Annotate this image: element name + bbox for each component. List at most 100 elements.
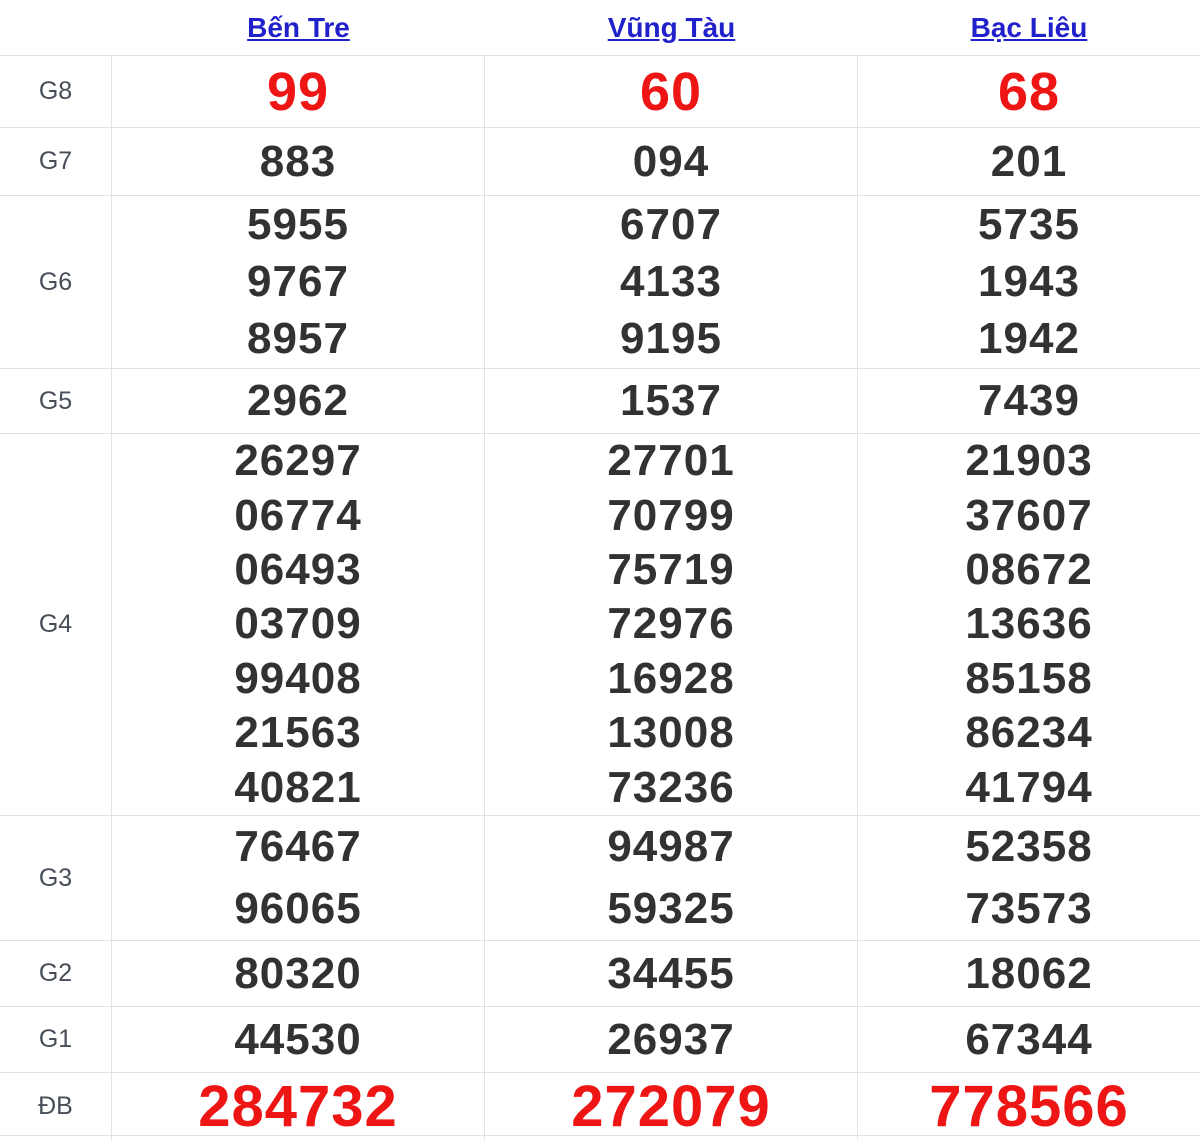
prize-cell-g5-col3: 7439 [858,369,1200,433]
prize-number: 34455 [607,948,735,998]
prize-cell-g1-col1: 44530 [112,1007,485,1072]
prize-number: 8957 [247,314,349,364]
prize-number: 778566 [929,1074,1129,1139]
prize-number: 85158 [965,653,1093,703]
header-cell-ben-tre: Bến Tre [112,0,485,55]
prize-number: 96065 [234,884,362,933]
prize-cell-g6-col1: 5955 9767 8957 [112,196,485,368]
prize-cell-g2-col3: 18062 [858,941,1200,1006]
prize-cell-g8-col2: 60 [485,56,858,127]
prize-cell-g8-col1: 99 [112,56,485,127]
header-cell-vung-tau: Vũng Tàu [485,0,858,55]
prize-number: 26937 [607,1014,735,1064]
prize-number: 94987 [607,822,735,871]
province-header-row: Bến Tre Vũng Tàu Bạc Liêu [0,0,1200,55]
prize-table-rows: G8 99 60 68 G7 883 094 201 G6 5955 9767 8957 6707 413… [0,55,1200,1140]
prize-label-g4: G4 [0,434,112,815]
prize-label-g6: G6 [0,196,112,368]
prize-number: 70799 [607,490,735,540]
prize-cell-g6-col3: 5735 1943 1942 [858,196,1200,368]
prize-cell-g8-col3: 68 [858,56,1200,127]
prize-number: 094 [632,136,710,186]
prize-cell-g1-col3: 67344 [858,1007,1200,1072]
prize-row-g6: G6 5955 9767 8957 6707 4133 9195 5735 1943 1942 [0,195,1200,368]
prize-number: 76467 [234,822,362,871]
prize-row-g8: G8 99 60 68 [0,55,1200,127]
prize-cell-g3-col3: 52358 73573 [858,816,1200,940]
prize-number: 1537 [620,376,722,425]
prize-cell-g3-col1: 76467 96065 [112,816,485,940]
prize-cell-g7-col3: 201 [858,128,1200,195]
prize-label-g7: G7 [0,128,112,195]
prize-number: 13008 [607,708,735,758]
prize-row-g2: G2 80320 34455 18062 [0,940,1200,1006]
prize-number: 03709 [234,599,362,649]
prize-number: 86234 [965,708,1093,758]
prize-number: 201 [990,136,1068,186]
prize-cell-g4-col1: 26297 06774 06493 03709 99408 21563 40821 [112,434,485,815]
prize-number: 99408 [234,653,362,703]
prize-number: 41794 [965,762,1093,812]
prize-number: 80320 [234,948,362,998]
prize-label-g5: G5 [0,369,112,433]
prize-cell-g2-col2: 34455 [485,941,858,1006]
prize-number: 60 [639,61,703,122]
prize-cell-g6-col2: 6707 4133 9195 [485,196,858,368]
prize-number: 9195 [620,314,722,364]
prize-label-g8: G8 [0,56,112,127]
prize-number: 21903 [965,436,1093,486]
prize-cell-g5-col1: 2962 [112,369,485,433]
prize-label-g2: G2 [0,941,112,1006]
prize-row-g4: G4 26297 06774 06493 03709 99408 21563 40821 277… [0,433,1200,815]
province-link-vung-tau[interactable]: Vũng Tàu [607,11,736,43]
prize-number: 21563 [234,708,362,758]
prize-number: 73236 [607,762,735,812]
prize-cell-db-col2: 272079 [485,1073,858,1140]
prize-row-g7: G7 883 094 201 [0,127,1200,195]
prize-row-db: ĐB 284732 272079 778566 [0,1072,1200,1140]
prize-cell-g3-col2: 94987 59325 [485,816,858,940]
prize-row-g3: G3 76467 96065 94987 59325 52358 73573 [0,815,1200,940]
prize-number: 2962 [247,376,349,425]
prize-number: 4133 [620,256,722,306]
prize-number: 27701 [607,436,735,486]
prize-number: 13636 [965,599,1093,649]
header-cell-bac-lieu: Bạc Liêu [858,0,1200,55]
prize-number: 9767 [247,256,349,306]
province-link-ben-tre[interactable]: Bến Tre [247,11,350,43]
prize-cell-db-col3: 778566 [858,1073,1200,1140]
prize-number: 1943 [978,256,1080,306]
prize-cell-g4-col2: 27701 70799 75719 72976 16928 13008 73236 [485,434,858,815]
province-link-bac-lieu[interactable]: Bạc Liêu [970,11,1088,43]
prize-cell-g4-col3: 21903 37607 08672 13636 85158 86234 41794 [858,434,1200,815]
prize-cell-g1-col2: 26937 [485,1007,858,1072]
prize-number: 52358 [965,822,1093,871]
prize-number: 75719 [607,545,735,595]
prize-label-g1: G1 [0,1007,112,1072]
prize-number: 99 [266,61,330,122]
prize-number: 16928 [607,653,735,703]
prize-cell-g7-col2: 094 [485,128,858,195]
prize-number: 68 [997,61,1061,122]
prize-number: 67344 [965,1014,1093,1064]
prize-label-g3: G3 [0,816,112,940]
prize-number: 08672 [965,545,1093,595]
prize-number: 6707 [620,199,722,249]
prize-number: 5955 [247,199,349,249]
prize-number: 272079 [571,1074,771,1139]
prize-cell-g2-col1: 80320 [112,941,485,1006]
prize-number: 72976 [607,599,735,649]
prize-cell-g7-col1: 883 [112,128,485,195]
prize-number: 06774 [234,490,362,540]
prize-number: 44530 [234,1014,362,1064]
prize-number: 59325 [607,884,735,933]
prize-number: 5735 [978,199,1080,249]
prize-number: 18062 [965,948,1093,998]
prize-cell-g5-col2: 1537 [485,369,858,433]
prize-number: 1942 [978,314,1080,364]
prize-number: 284732 [198,1074,398,1139]
prize-number: 40821 [234,762,362,812]
prize-number: 26297 [234,436,362,486]
prize-number: 883 [259,136,337,186]
